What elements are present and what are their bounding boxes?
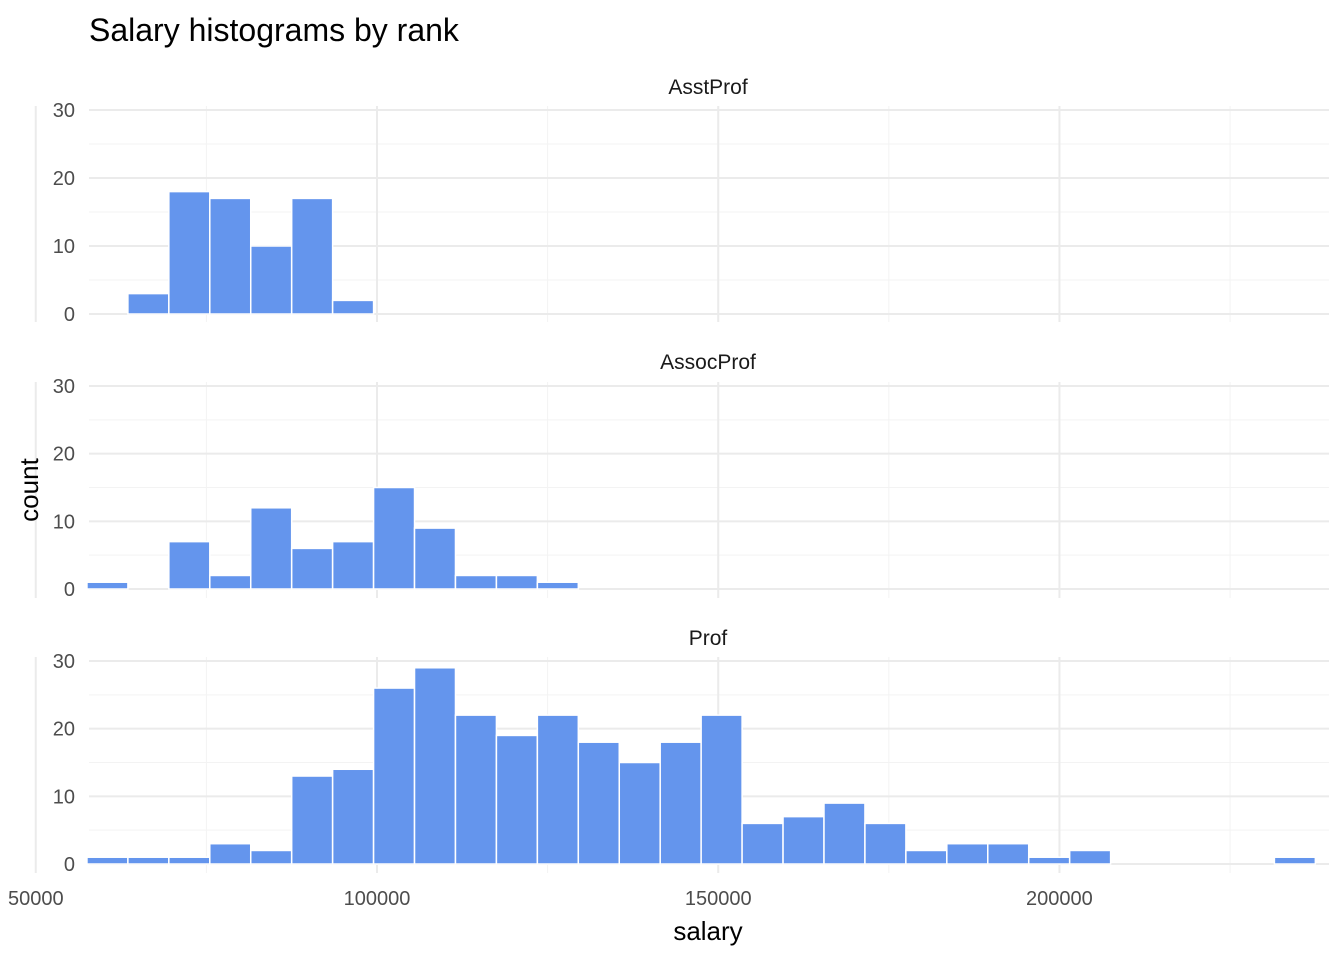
histogram-bar bbox=[290, 197, 334, 315]
y-tick-label: 30 bbox=[53, 100, 75, 122]
histogram-bar bbox=[577, 741, 621, 865]
x-axis-title: salary bbox=[673, 916, 742, 946]
histogram-bar bbox=[331, 299, 375, 315]
histogram-bar bbox=[127, 856, 170, 865]
histogram-bar bbox=[168, 190, 211, 315]
y-tick-label: 10 bbox=[53, 511, 75, 533]
y-tick-label: 20 bbox=[53, 444, 75, 466]
facet-panel-prof: 0 10 20 30 Prof bbox=[34, 627, 1329, 876]
y-tick-label: 0 bbox=[64, 854, 75, 876]
histogram-bar bbox=[209, 574, 252, 590]
x-tick-label: 50000 bbox=[8, 888, 64, 910]
histogram-bar bbox=[864, 822, 907, 865]
histogram-bar bbox=[454, 714, 498, 865]
histogram-bar bbox=[249, 245, 293, 315]
facet-panel-asstprof: 0 10 20 30 AsstProf bbox=[34, 76, 1329, 326]
chart-title: Salary histograms by rank bbox=[89, 12, 460, 48]
histogram-bar bbox=[209, 842, 252, 865]
x-tick-label: 100000 bbox=[344, 888, 411, 910]
y-tick-label: 10 bbox=[53, 236, 75, 258]
x-tick-label: 150000 bbox=[685, 888, 752, 910]
histogram-bar bbox=[823, 802, 866, 865]
histogram-bar bbox=[86, 856, 129, 865]
histogram-bar bbox=[700, 714, 743, 865]
histogram-bar bbox=[290, 547, 334, 590]
y-tick-label: 30 bbox=[53, 376, 75, 398]
y-tick-label: 20 bbox=[53, 719, 75, 741]
histogram-bar bbox=[290, 775, 334, 865]
histogram-bar bbox=[168, 856, 211, 865]
histogram-bar bbox=[331, 540, 375, 590]
histogram-bar bbox=[987, 842, 1030, 865]
facet-panels: 0 10 20 30 AsstProf 0 10 20 30 AssocProf 0 10 20 30 Pr… bbox=[8, 76, 1329, 910]
histogram-bar bbox=[168, 540, 211, 590]
histogram-bar bbox=[1273, 856, 1317, 865]
histogram-bar bbox=[905, 849, 948, 865]
histogram-bar bbox=[618, 761, 661, 865]
facet-label: AsstProf bbox=[668, 76, 748, 99]
histogram-bar bbox=[536, 714, 580, 865]
y-tick-label: 10 bbox=[53, 786, 75, 808]
histogram-bar bbox=[741, 822, 784, 865]
histogram-bar bbox=[1027, 856, 1071, 865]
y-tick-label: 20 bbox=[53, 168, 75, 190]
histogram-bar bbox=[659, 741, 702, 865]
histogram-bar bbox=[782, 815, 825, 865]
facet-panel-assocprof: 0 10 20 30 AssocProf bbox=[34, 351, 1329, 601]
histogram-bar bbox=[413, 667, 457, 865]
histogram-bar bbox=[127, 292, 170, 315]
y-axis-title: count bbox=[14, 457, 44, 521]
histogram-bar bbox=[413, 527, 457, 590]
facet-label: AssocProf bbox=[660, 351, 756, 374]
y-tick-label: 0 bbox=[64, 579, 75, 601]
histogram-bar bbox=[454, 574, 498, 590]
y-tick-label: 0 bbox=[64, 304, 75, 326]
facet-label: Prof bbox=[689, 627, 728, 650]
histogram-bar bbox=[495, 734, 539, 865]
histogram-bar bbox=[495, 574, 539, 590]
histogram-bar bbox=[331, 768, 375, 865]
y-tick-label: 30 bbox=[53, 651, 75, 673]
histogram-bar bbox=[249, 849, 293, 865]
x-tick-label: 200000 bbox=[1026, 888, 1093, 910]
histogram-bar bbox=[372, 486, 416, 590]
histogram-bar bbox=[86, 581, 129, 590]
histogram-bar bbox=[536, 581, 580, 590]
histogram-bar bbox=[946, 842, 989, 865]
histogram-bar bbox=[209, 197, 252, 315]
histogram-bar bbox=[249, 507, 293, 590]
histogram-bar bbox=[1068, 849, 1112, 865]
histogram-bar bbox=[372, 687, 416, 865]
